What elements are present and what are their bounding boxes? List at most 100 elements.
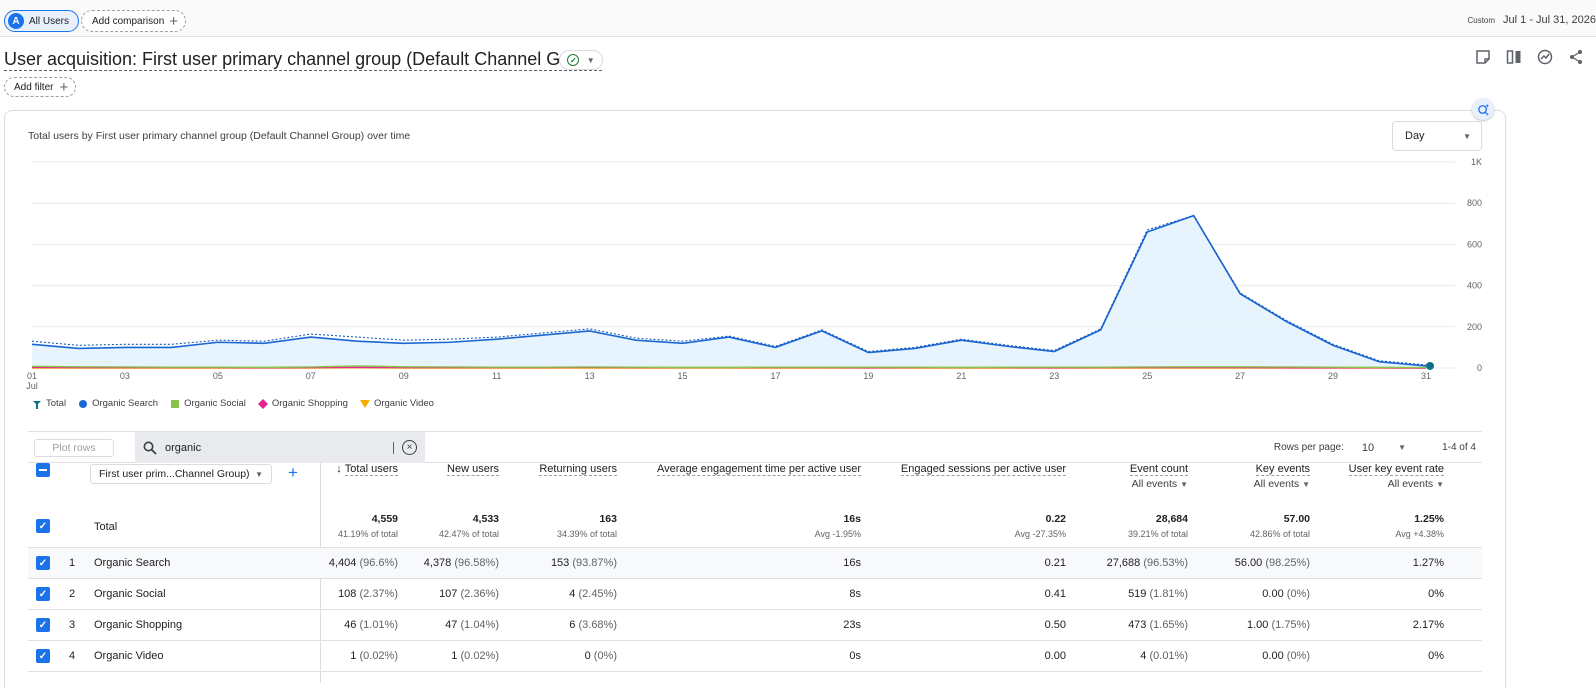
- ask-insights-button[interactable]: [1472, 98, 1494, 120]
- cell-percent: (0.02%): [356, 650, 398, 662]
- row-checkbox[interactable]: ✓: [36, 649, 50, 663]
- total-value: 0.22: [1045, 513, 1066, 525]
- legend-item[interactable]: Total: [32, 398, 66, 409]
- column-header[interactable]: User key event rate All events ▼: [1348, 463, 1444, 490]
- date-range-tag: Custom: [1467, 16, 1496, 25]
- total-value: 16s: [843, 513, 861, 525]
- legend-item[interactable]: Organic Shopping: [257, 398, 348, 409]
- segment-avatar: A: [8, 13, 24, 29]
- total-subtext: Avg +4.38%: [1395, 529, 1444, 539]
- column-header[interactable]: Engaged sessions per active user: [900, 463, 1066, 476]
- add-filter-button[interactable]: Add filter +: [4, 77, 77, 97]
- x-tick-label: 25: [1142, 371, 1152, 381]
- legend-item[interactable]: Organic Search: [78, 398, 158, 409]
- total-subtext: Avg -27.35%: [1014, 529, 1066, 539]
- column-header[interactable]: Returning users: [539, 463, 617, 476]
- compare-columns-icon[interactable]: [1505, 48, 1522, 65]
- rows-per-page-value: 10: [1361, 441, 1375, 454]
- total-subtext: 42.47% of total: [438, 529, 499, 539]
- checkbox-checked-icon: ✓: [36, 519, 50, 533]
- total-value: 4,533: [472, 513, 499, 525]
- cell-value: 8s: [849, 588, 861, 600]
- table-cell: 2.17%: [1413, 610, 1444, 641]
- row-index: 4: [68, 650, 76, 662]
- table-cell: 6 (3.68%): [569, 610, 617, 641]
- legend-label: Organic Search: [92, 398, 159, 409]
- column-header[interactable]: Average engagement time per active user: [656, 463, 861, 476]
- event-filter-select[interactable]: All events ▼: [1387, 478, 1444, 490]
- cell-value: 0.21: [1044, 557, 1066, 569]
- legend-item[interactable]: Organic Social: [170, 398, 246, 409]
- customize-report-icon[interactable]: [1474, 48, 1491, 65]
- x-tick-label: 13: [585, 371, 595, 381]
- insights-icon[interactable]: [1536, 48, 1553, 65]
- dimension-select[interactable]: First user prim...Channel Group) ▼: [90, 464, 272, 484]
- table-row[interactable]: ✓ 1 Organic Search 4,404 (96.6%) 4,378 (96.5…: [28, 547, 1482, 578]
- rows-per-page-select[interactable]: 10 ▼: [1362, 442, 1406, 454]
- x-tick-label: 23: [1049, 371, 1059, 381]
- page-title[interactable]: User acquisition: First user primary cha…: [4, 49, 603, 71]
- clear-search-icon[interactable]: ×: [402, 440, 417, 455]
- row-index: 3: [68, 619, 76, 631]
- x-tick-label: 11: [492, 371, 501, 381]
- plus-icon: +: [59, 78, 69, 96]
- row-checkbox[interactable]: ✓: [36, 556, 50, 570]
- total-subtext: 34.39% of total: [556, 529, 617, 539]
- granularity-select[interactable]: Day ▼: [1392, 121, 1482, 151]
- total-value: 57.00: [1283, 513, 1310, 525]
- add-comparison-label: Add comparison: [92, 15, 165, 27]
- share-icon[interactable]: [1567, 48, 1584, 65]
- add-filter-label: Add filter: [14, 81, 54, 93]
- legend-dot-icon: [79, 399, 88, 408]
- total-checkbox[interactable]: ✓: [36, 519, 50, 533]
- table-cell: 0.50: [1045, 610, 1066, 641]
- column-header-label: Key events: [1254, 463, 1310, 476]
- column-header[interactable]: Key events All events ▼: [1254, 463, 1310, 490]
- cell-value: 47: [445, 619, 458, 631]
- sparkle-search-icon: [1477, 103, 1489, 116]
- search-input[interactable]: [165, 441, 394, 454]
- column-header[interactable]: ↓ Total users: [336, 463, 398, 476]
- all-users-chip[interactable]: A All Users: [4, 10, 80, 32]
- report-status-dropdown[interactable]: ✓ ▼: [559, 50, 603, 70]
- row-index: 1: [68, 557, 76, 569]
- column-header-label: Average engagement time per active user: [656, 463, 861, 476]
- chevron-down-icon: ▼: [1180, 480, 1188, 489]
- table-cell: 4,404 (96.6%): [329, 548, 398, 579]
- date-range-picker[interactable]: Custom Jul 1 - Jul 31, 2026: [1467, 14, 1596, 26]
- x-month-label: Jul: [26, 381, 38, 390]
- table-cell: 47 (1.04%): [445, 610, 499, 641]
- pagination: Rows per page: 10 ▼ 1-4 of 4: [1274, 432, 1476, 463]
- add-comparison-button[interactable]: Add comparison +: [81, 10, 187, 32]
- column-header[interactable]: New users: [447, 463, 499, 476]
- column-header-text: Engaged sessions per active user: [900, 463, 1066, 476]
- table-cell: 519 (1.81%): [1128, 579, 1188, 610]
- row-checkbox[interactable]: ✓: [36, 587, 50, 601]
- chart-title: Total users by First user primary channe…: [28, 130, 411, 142]
- row-checkbox[interactable]: ✓: [36, 618, 50, 632]
- event-filter-select[interactable]: All events ▼: [1131, 478, 1188, 490]
- table-row[interactable]: ✓ 2 Organic Social 108 (2.37%) 107 (2.36%) 4 …: [28, 578, 1482, 609]
- column-header-label: User key event rate: [1348, 463, 1444, 476]
- cell-percent: (2.45%): [575, 588, 617, 600]
- add-dimension-button[interactable]: +: [288, 463, 298, 482]
- chevron-down-icon: ▼: [1436, 480, 1444, 489]
- cell-percent: (96.58%): [451, 557, 499, 569]
- table-cell: 473 (1.65%): [1128, 610, 1188, 641]
- total-value: 163: [599, 513, 617, 525]
- series-line-total: [31, 214, 1427, 366]
- column-header-text: User key event rate: [1348, 463, 1444, 476]
- event-filter-select[interactable]: All events ▼: [1253, 478, 1310, 490]
- table-row[interactable]: ✓ 4 Organic Video 1 (0.02%) 1 (0.02%) 0 (0%) 0…: [28, 640, 1482, 671]
- cell-value: 4,378: [423, 557, 452, 569]
- plot-rows-button[interactable]: Plot rows: [34, 439, 114, 457]
- table-cell: 0.00 (0%): [1262, 641, 1310, 672]
- cell-value: 4: [1140, 650, 1147, 662]
- legend-item[interactable]: Organic Video: [359, 398, 434, 409]
- cell-value: 0: [584, 650, 591, 662]
- table-row[interactable]: ✓ 3 Organic Shopping 46 (1.01%) 47 (1.04%) 6 …: [28, 609, 1482, 640]
- table-cell: 1 (0.02%): [350, 641, 398, 672]
- select-all-checkbox[interactable]: [36, 463, 50, 477]
- column-header[interactable]: Event count All events ▼: [1129, 463, 1188, 490]
- x-tick-label: 31: [1421, 371, 1431, 381]
